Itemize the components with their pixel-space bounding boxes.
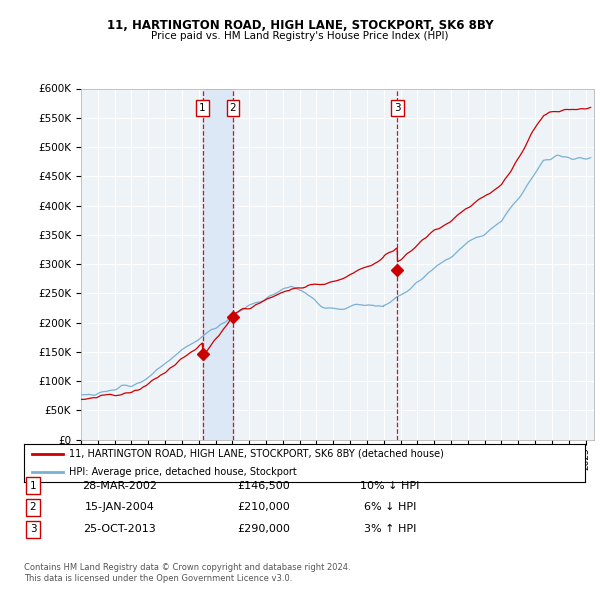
Text: 1: 1	[199, 103, 206, 113]
Text: 2: 2	[29, 503, 37, 512]
Text: 3: 3	[394, 103, 401, 113]
Bar	[203, 88, 233, 440]
Text: £290,000: £290,000	[238, 525, 290, 534]
Text: 28-MAR-2002: 28-MAR-2002	[83, 481, 157, 490]
Text: 25-OCT-2013: 25-OCT-2013	[83, 525, 157, 534]
Text: 1: 1	[29, 481, 37, 490]
Text: 11, HARTINGTON ROAD, HIGH LANE, STOCKPORT, SK6 8BY: 11, HARTINGTON ROAD, HIGH LANE, STOCKPOR…	[107, 19, 493, 32]
Text: 11, HARTINGTON ROAD, HIGH LANE, STOCKPORT, SK6 8BY (detached house): 11, HARTINGTON ROAD, HIGH LANE, STOCKPOR…	[69, 448, 444, 458]
Text: Contains HM Land Registry data © Crown copyright and database right 2024.: Contains HM Land Registry data © Crown c…	[24, 563, 350, 572]
Text: This data is licensed under the Open Government Licence v3.0.: This data is licensed under the Open Gov…	[24, 574, 292, 583]
Text: 10% ↓ HPI: 10% ↓ HPI	[361, 481, 419, 490]
Text: £146,500: £146,500	[238, 481, 290, 490]
Text: 15-JAN-2004: 15-JAN-2004	[85, 503, 155, 512]
Text: 3% ↑ HPI: 3% ↑ HPI	[364, 525, 416, 534]
Text: Price paid vs. HM Land Registry's House Price Index (HPI): Price paid vs. HM Land Registry's House …	[151, 31, 449, 41]
Text: £210,000: £210,000	[238, 503, 290, 512]
Text: 6% ↓ HPI: 6% ↓ HPI	[364, 503, 416, 512]
Text: 3: 3	[29, 525, 37, 534]
Text: HPI: Average price, detached house, Stockport: HPI: Average price, detached house, Stoc…	[69, 467, 296, 477]
Text: 2: 2	[230, 103, 236, 113]
